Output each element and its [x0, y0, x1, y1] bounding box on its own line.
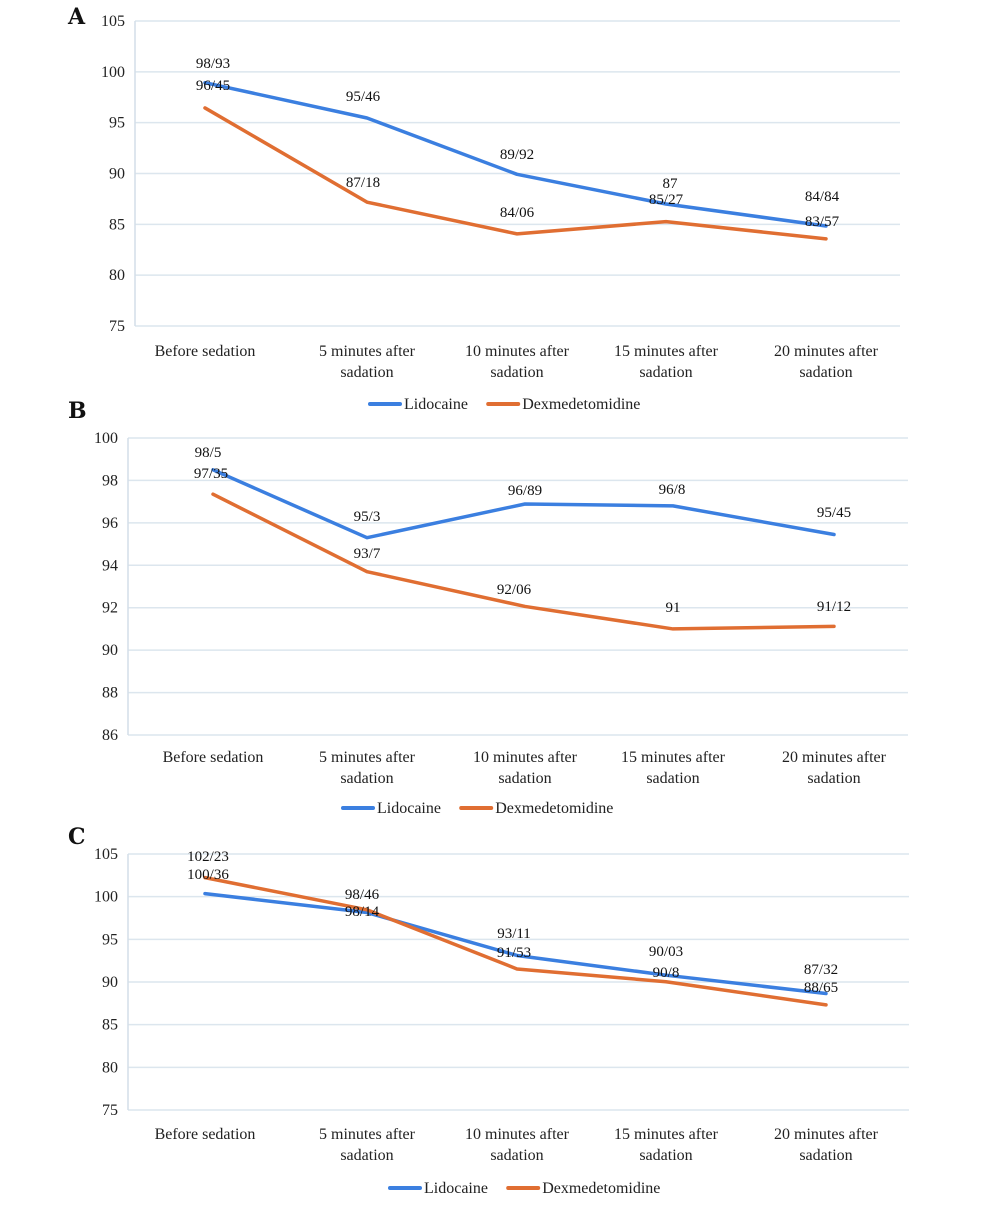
chart-panel-b: B 86 88 90 92 94 96 98 100 Before sedation 5 minut…: [68, 398, 908, 817]
x-tick-label: Before sedation: [155, 343, 256, 360]
y-tick-label: 90: [102, 974, 118, 991]
legend: Lidocaine Dexmedetomidine: [368, 396, 640, 413]
x-tick-label: 10 minutes after sadation: [465, 343, 570, 381]
y-tick-label: 92: [102, 600, 118, 617]
x-tick-label: 20 minutes after sadation: [774, 1126, 879, 1164]
series-line-dexmedetomidine: [203, 875, 828, 1007]
x-tick-label: 15 minutes after sadation: [614, 343, 719, 381]
y-tick-label: 90: [102, 642, 118, 659]
x-tick-label: 10 minutes after sadation: [465, 1126, 570, 1164]
data-label-dexmedetomidine: 96/45: [196, 78, 230, 94]
data-label-lidocaine: 87: [663, 176, 679, 192]
legend-label-dexmedetomidine: Dexmedetomidine: [542, 1180, 660, 1197]
legend-label-dexmedetomidine: Dexmedetomidine: [495, 800, 613, 817]
y-tick-label: 98: [102, 472, 118, 489]
y-tick-label: 105: [101, 13, 125, 30]
data-label-dexmedetomidine: 91/12: [817, 599, 851, 615]
x-tick-label: 10 minutes after sadation: [473, 749, 578, 787]
x-tick-label: 5 minutes after sadation: [319, 343, 416, 381]
data-label-dexmedetomidine: 91/53: [497, 945, 531, 961]
data-label-dexmedetomidine: 91: [666, 600, 681, 616]
data-label-dexmedetomidine: 93/7: [354, 546, 381, 562]
legend-label-lidocaine: Lidocaine: [377, 800, 441, 817]
data-label-dexmedetomidine: 87/18: [346, 175, 380, 191]
data-label-lidocaine: 95/46: [346, 89, 381, 105]
series-line-lidocaine: [203, 80, 828, 228]
data-label-dexmedetomidine: 98/46: [345, 887, 380, 903]
y-tick-label: 100: [94, 430, 118, 447]
x-tick-label: 20 minutes after sadation: [782, 749, 887, 787]
data-label-lidocaine: 95/3: [354, 509, 381, 525]
data-label-lidocaine: 100/36: [187, 867, 229, 883]
legend-label-dexmedetomidine: Dexmedetomidine: [522, 396, 640, 413]
y-tick-label: 86: [102, 727, 118, 744]
data-label-lidocaine: 96/8: [659, 482, 686, 498]
y-tick-label: 100: [101, 64, 125, 81]
panel-letter: A: [67, 4, 86, 30]
y-tick-label: 105: [94, 846, 118, 863]
legend-label-lidocaine: Lidocaine: [404, 396, 468, 413]
chart-panel-c: C 75 80 85 90 95 100 105 Before sedation 5 minute…: [68, 824, 909, 1197]
data-label-lidocaine: 90/8: [653, 965, 680, 981]
x-tick-label: 20 minutes after sadation: [774, 343, 879, 381]
series-line-lidocaine: [211, 468, 836, 540]
y-tick-label: 80: [102, 1059, 118, 1076]
series-line-lidocaine: [203, 891, 828, 996]
y-tick-label: 100: [94, 889, 118, 906]
data-label-lidocaine: 98/14: [345, 904, 380, 920]
chart-panel-a: A 75 80 85 90 95 100 105 Before sedation 5 minute…: [67, 4, 900, 413]
y-tick-label: 96: [102, 515, 118, 532]
data-label-dexmedetomidine: 83/57: [805, 214, 840, 230]
data-label-lidocaine: 98/93: [196, 56, 230, 72]
y-tick-label: 90: [109, 166, 125, 183]
y-tick-label: 85: [109, 216, 125, 233]
y-tick-label: 94: [102, 557, 118, 574]
x-tick-label: 5 minutes after sadation: [319, 749, 416, 787]
y-tick-label: 80: [109, 267, 125, 284]
panel-letter: C: [68, 824, 86, 850]
data-label-lidocaine: 88/65: [804, 980, 838, 996]
series-line-dexmedetomidine: [211, 492, 836, 631]
y-tick-label: 88: [102, 685, 118, 702]
data-label-lidocaine: 98/5: [195, 445, 222, 461]
y-tick-label: 85: [102, 1017, 118, 1034]
x-tick-label: 15 minutes after sadation: [614, 1126, 719, 1164]
data-label-dexmedetomidine: 84/06: [500, 205, 535, 221]
panel-letter: B: [68, 398, 87, 424]
data-label-lidocaine: 84/84: [805, 189, 840, 205]
x-tick-label: 5 minutes after sadation: [319, 1126, 416, 1164]
data-label-dexmedetomidine: 90/03: [649, 944, 683, 960]
x-tick-label: Before sedation: [155, 1126, 256, 1143]
legend: Lidocaine Dexmedetomidine: [388, 1180, 660, 1197]
data-label-dexmedetomidine: 102/23: [187, 849, 229, 865]
data-label-dexmedetomidine: 97/35: [194, 466, 228, 482]
x-tick-label: Before sedation: [163, 749, 264, 766]
y-tick-label: 95: [102, 931, 118, 948]
y-tick-label: 75: [102, 1102, 118, 1119]
data-label-dexmedetomidine: 85/27: [649, 192, 684, 208]
data-label-lidocaine: 96/89: [508, 483, 542, 499]
data-label-lidocaine: 89/92: [500, 147, 534, 163]
data-label-dexmedetomidine: 92/06: [497, 582, 532, 598]
data-label-lidocaine: 93/11: [497, 926, 531, 942]
data-label-dexmedetomidine: 87/32: [804, 962, 838, 978]
y-tick-label: 75: [109, 318, 125, 335]
legend: Lidocaine Dexmedetomidine: [341, 800, 613, 817]
legend-label-lidocaine: Lidocaine: [424, 1180, 488, 1197]
y-tick-label: 95: [109, 115, 125, 132]
series-line-dexmedetomidine: [203, 106, 828, 241]
data-label-lidocaine: 95/45: [817, 505, 851, 521]
x-tick-label: 15 minutes after sadation: [621, 749, 726, 787]
